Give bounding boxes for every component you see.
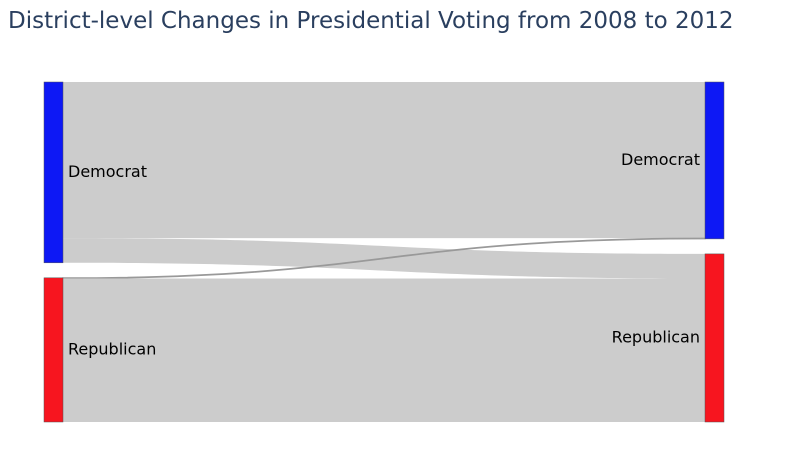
sankey-links (62, 82, 706, 422)
sankey-node-label-dem_2012: Democrat (621, 150, 700, 169)
sankey-labels: Democrat Republican Democrat Republican (68, 150, 700, 358)
sankey-node-rep_2012[interactable] (704, 253, 725, 423)
sankey-node-label-rep_2008: Republican (68, 339, 156, 358)
sankey-node-label-dem_2008: Democrat (68, 162, 147, 181)
chart-title: District-level Changes in Presidential V… (8, 8, 734, 34)
sankey-node-label-rep_2012: Republican (612, 327, 700, 346)
sankey-node-dem_2008[interactable] (43, 81, 64, 264)
sankey-nodes (43, 81, 725, 423)
sankey-link-dem_2008-to-dem_2012[interactable] (63, 82, 705, 239)
sankey-node-dem_2012[interactable] (704, 81, 725, 240)
sankey-link-rep_2008-to-rep_2012[interactable] (63, 278, 705, 422)
sankey-node-rep_2008[interactable] (43, 277, 64, 423)
